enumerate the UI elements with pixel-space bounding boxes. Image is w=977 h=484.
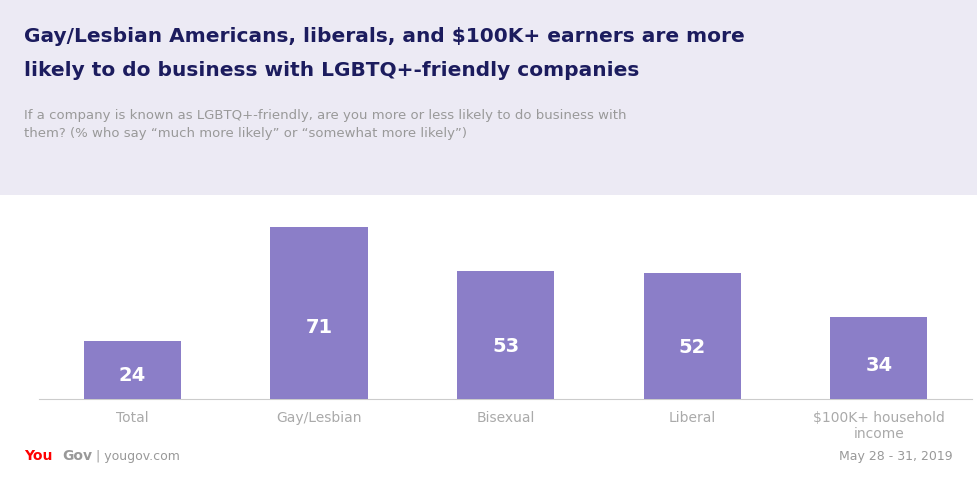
- Text: If a company is known as LGBTQ+-friendly, are you more or less likely to do busi: If a company is known as LGBTQ+-friendly…: [24, 109, 627, 140]
- Text: likely to do business with LGBTQ+-friendly companies: likely to do business with LGBTQ+-friend…: [24, 60, 640, 79]
- Bar: [84, 341, 181, 399]
- Bar: [644, 273, 741, 399]
- Text: 24: 24: [119, 365, 146, 384]
- Bar: [457, 271, 554, 399]
- Bar: [271, 227, 367, 399]
- Text: Gay/Lesbian Americans, liberals, and $100K+ earners are more: Gay/Lesbian Americans, liberals, and $10…: [24, 27, 745, 45]
- Text: Gov: Gov: [63, 448, 93, 462]
- Text: 53: 53: [492, 336, 519, 355]
- Text: | yougov.com: | yougov.com: [96, 449, 180, 462]
- Bar: [830, 317, 927, 399]
- Text: May 28 - 31, 2019: May 28 - 31, 2019: [839, 449, 953, 462]
- Text: 52: 52: [679, 337, 705, 356]
- Text: You: You: [24, 448, 53, 462]
- Text: 71: 71: [306, 318, 332, 336]
- Text: 34: 34: [866, 355, 892, 374]
